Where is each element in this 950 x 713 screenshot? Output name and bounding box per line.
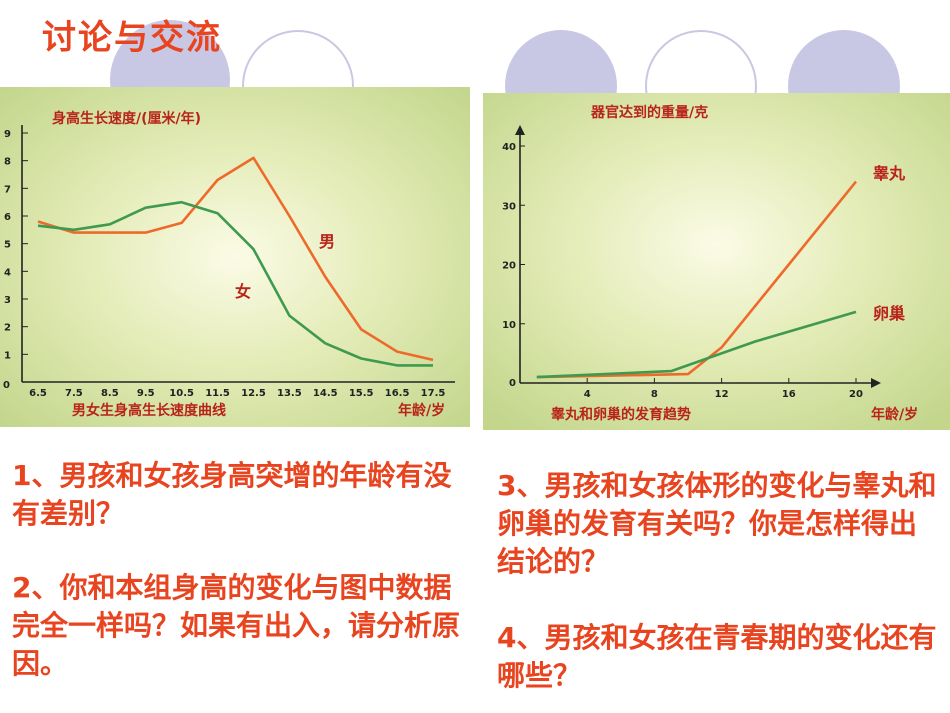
x-tick-label: 16 [782, 389, 796, 400]
height-velocity-chart: 0 1 2 3 4 5 6 7 8 9 6.5 7.5 8.5 9.5 10.5 11.5 12.5 13.5 14… [0, 87, 470, 427]
question-3: 3、男孩和女孩体形的变化与睾丸和卵巢的发育有关吗？你是怎样得出结论的？ [497, 469, 937, 578]
y-tick-label: 5 [4, 240, 11, 251]
series-label-male: 男 [319, 232, 335, 251]
x-axis-arrow [871, 378, 881, 388]
x-tick-label: 15.5 [349, 388, 374, 399]
chart-background [483, 93, 950, 430]
x-tick-label: 11.5 [205, 388, 230, 399]
y-tick-label: 0 [3, 380, 10, 391]
x-tick-label: 6.5 [29, 388, 47, 399]
y-tick-label: 6 [4, 212, 11, 223]
y-tick-label: 40 [502, 142, 516, 153]
chart-caption: 睾丸和卵巢的发育趋势 [551, 406, 691, 423]
x-tick-label: 10.5 [169, 388, 194, 399]
series-label-ovary: 卵巢 [873, 304, 906, 323]
y-tick-label: 9 [4, 129, 11, 140]
organ-weight-chart: 0 10 20 30 40 4 8 12 16 20 器官达到的重量/克睾丸和卵巢的发育趋势 年龄/岁… [483, 93, 950, 430]
y-tick-label: 30 [502, 201, 516, 212]
x-tick-label: 4 [584, 389, 591, 400]
x-tick-label: 8 [651, 389, 658, 400]
x-tick-label: 14.5 [313, 388, 338, 399]
chart-left-plot: 0 1 2 3 4 5 6 7 8 9 6.5 7.5 8.5 9.5 10.5 11.5 12.5 13.5 14… [3, 110, 455, 419]
chart-background [0, 87, 470, 427]
series-label-testis: 睾丸 [873, 164, 906, 183]
y-axis-arrow [515, 125, 525, 135]
series-label-female: 女 [235, 282, 251, 301]
y-axis-title: 器官达到的重量/克 [590, 104, 708, 121]
x-tick-label: 9.5 [137, 388, 155, 399]
x-tick-label: 12.5 [241, 388, 266, 399]
question-4: 4、男孩和女孩在青春期的变化还有哪些？ [497, 621, 937, 692]
y-tick-label: 8 [4, 157, 11, 168]
series-line-female [37, 200, 433, 367]
series-line-male [37, 156, 434, 362]
chart-caption: 男女生身高生长速度曲线 [72, 402, 226, 419]
x-tick-label: 16.5 [385, 388, 410, 399]
y-tick-label: 1 [4, 350, 11, 361]
x-tick-label: 20 [849, 389, 863, 400]
x-tick-label: 13.5 [277, 388, 302, 399]
series-line-testis [536, 180, 858, 379]
series-line-ovary [536, 310, 857, 379]
y-tick-label: 7 [4, 184, 11, 195]
x-tick-label: 12 [715, 389, 729, 400]
question-2: 2、你和本组身高的变化与图中数据完全一样吗？如果有出入，请分析原因。 [12, 571, 461, 680]
x-tick-label: 8.5 [101, 388, 119, 399]
y-axis-title: 身高生长速度/(厘米/年) [52, 110, 201, 127]
y-tick-label: 4 [4, 267, 11, 278]
x-axis-title: 年龄/岁 [871, 406, 918, 423]
y-tick-label: 20 [502, 261, 516, 272]
y-tick-label: 10 [502, 320, 516, 331]
y-tick-label: 0 [509, 378, 516, 389]
y-tick-label: 2 [4, 323, 11, 334]
x-tick-label: 17.5 [421, 388, 446, 399]
x-tick-label: 7.5 [65, 388, 83, 399]
question-1: 1、男孩和女孩身高突增的年龄有没有差别？ [12, 459, 452, 530]
y-tick-label: 3 [4, 295, 11, 306]
page-title: 讨论与交流 [42, 18, 222, 58]
x-axis-title: 年龄/岁 [398, 402, 445, 419]
